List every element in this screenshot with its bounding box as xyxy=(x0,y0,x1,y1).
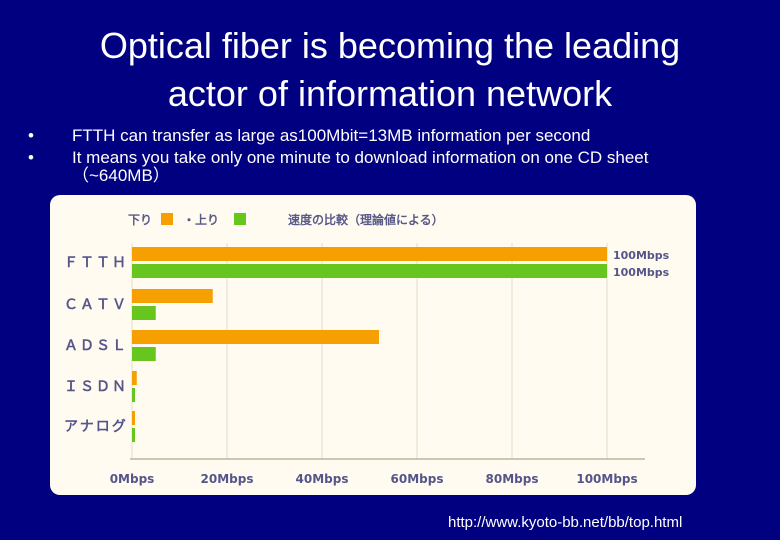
legend-down-swatch xyxy=(161,213,173,225)
bar-catv-down xyxy=(132,289,213,303)
bar-ftth-down xyxy=(132,247,607,261)
bar-アナログ-down xyxy=(132,411,135,425)
legend-up-label: ・上り xyxy=(183,212,219,227)
bullet-list: • FTTH can transfer as large as100Mbit=1… xyxy=(28,127,768,189)
legend-down-label: 下り xyxy=(128,213,152,227)
bullet-item: • FTTH can transfer as large as100Mbit=1… xyxy=(28,127,768,145)
bullet-text-1: FTTH can transfer as large as100Mbit=13M… xyxy=(72,126,591,145)
chart-panel: 0Mbps 20Mbps 40Mbps 60Mbps 80Mbps 100Mbps ＦＴＴＨ… xyxy=(50,195,696,495)
x-tick-label: 80Mbps xyxy=(486,472,539,486)
bar-アナログ-up xyxy=(132,428,135,442)
x-tick-label: 20Mbps xyxy=(201,472,254,486)
bar-isdn-down xyxy=(132,371,137,385)
bullet-text-2: It means you take only one minute to dow… xyxy=(72,148,649,167)
x-tick-label: 100Mbps xyxy=(576,472,637,486)
bar-ftth-up xyxy=(132,264,607,278)
bar-adsl-up xyxy=(132,347,156,361)
bullet-text-3: （~640MB） xyxy=(72,166,170,185)
title-line-2: actor of information network xyxy=(167,73,613,114)
bullet-dot: • xyxy=(28,148,34,167)
bar-catv-up xyxy=(132,306,156,320)
data-label: 100Mbps xyxy=(613,266,670,279)
bullet-dot: • xyxy=(28,126,34,145)
bullet-item: • It means you take only one minute to d… xyxy=(28,149,768,185)
x-tick-label: 0Mbps xyxy=(110,472,155,486)
x-tick-label: 40Mbps xyxy=(296,472,349,486)
bar-adsl-down xyxy=(132,330,379,344)
category-label: ＩＳＤＮ xyxy=(64,379,128,395)
chart-title: 速度の比較（理論値による） xyxy=(288,212,444,227)
slide-title: Optical fiber is becoming the leading ac… xyxy=(40,22,740,118)
category-label: ＦＴＴＨ xyxy=(64,255,128,271)
category-label: ＡＤＳＬ xyxy=(64,338,128,354)
category-label: アナログ xyxy=(64,418,128,435)
source-url: http://www.kyoto-bb.net/bb/top.html xyxy=(448,514,683,531)
title-line-1: Optical fiber is becoming the leading xyxy=(99,25,681,66)
category-label: ＣＡＴＶ xyxy=(64,297,128,313)
bar-isdn-up xyxy=(132,388,135,402)
speed-comparison-chart: 0Mbps 20Mbps 40Mbps 60Mbps 80Mbps 100Mbps ＦＴＴＨ… xyxy=(64,212,670,486)
legend-up-swatch xyxy=(234,213,246,225)
data-label: 100Mbps xyxy=(613,249,670,262)
x-tick-label: 60Mbps xyxy=(391,472,444,486)
